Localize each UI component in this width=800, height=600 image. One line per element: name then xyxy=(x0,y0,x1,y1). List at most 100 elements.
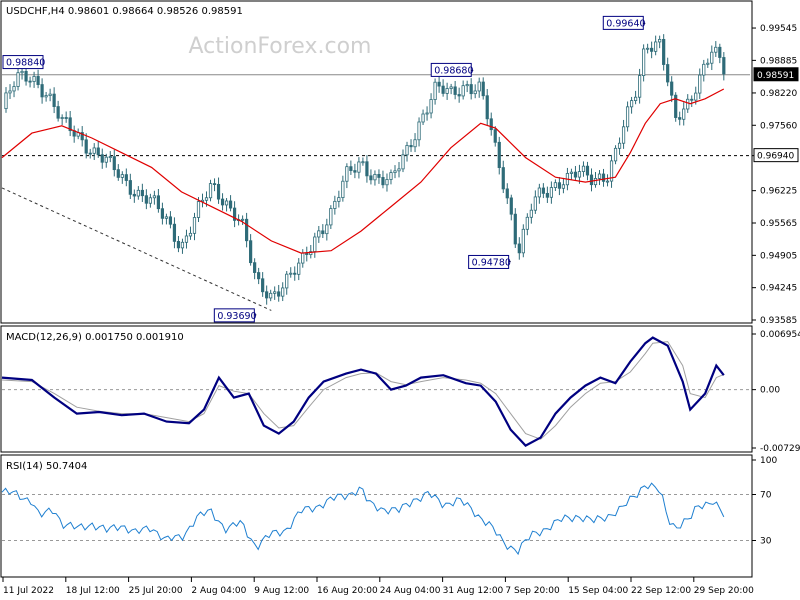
candle-body xyxy=(621,126,626,144)
candle-body xyxy=(325,224,329,235)
candle-body xyxy=(88,152,92,155)
macd-title: MACD(12,26,9) 0.001750 0.001910 xyxy=(6,332,184,343)
annotation-label: 0.98680 xyxy=(434,65,473,76)
candle-body xyxy=(706,62,710,65)
macd-panel-frame xyxy=(0,325,753,453)
candle-body xyxy=(24,70,28,82)
x-tick-label: 24 Aug 04:00 xyxy=(380,586,441,596)
rsi-line xyxy=(1,482,725,556)
candle-body xyxy=(377,173,381,178)
candle-body xyxy=(333,200,337,209)
candle-body xyxy=(329,208,333,226)
candle-body xyxy=(208,183,213,199)
candle-body xyxy=(537,187,541,198)
candle-body xyxy=(521,228,525,254)
price-levels: 0.98591 0.96940 xyxy=(2,67,799,163)
candle-body xyxy=(397,168,401,172)
candle-body xyxy=(593,178,598,186)
candle-body xyxy=(253,262,257,273)
moving-average xyxy=(1,88,725,254)
candle-body xyxy=(297,262,301,275)
x-tick-label: 9 Aug 12:00 xyxy=(254,586,309,596)
candle-body xyxy=(140,189,144,197)
candle-body xyxy=(112,156,116,171)
candle-body xyxy=(168,216,173,225)
candle-body xyxy=(108,156,112,159)
candle-body xyxy=(341,180,345,198)
candle-body xyxy=(525,216,529,230)
candle-body xyxy=(80,132,84,141)
candle-body xyxy=(184,235,189,243)
candle-body xyxy=(437,81,441,87)
candle-body xyxy=(180,241,185,249)
candle-body xyxy=(617,142,622,149)
x-tick-label: 22 Sep 12:00 xyxy=(631,586,691,596)
watermark: ActionForex.com xyxy=(189,34,372,59)
candle-body xyxy=(569,171,574,174)
candle-body xyxy=(257,272,261,280)
candle-body xyxy=(541,187,545,194)
candle-body xyxy=(714,46,718,53)
candle-body xyxy=(232,207,237,221)
price-tick-label: 0.93585 xyxy=(760,316,797,326)
candle-body xyxy=(148,197,152,204)
candle-body xyxy=(650,47,654,52)
candle-body xyxy=(32,76,36,82)
annotation-box xyxy=(213,308,255,323)
rsi-panel-frame xyxy=(0,454,753,578)
candle-body xyxy=(670,81,674,96)
candle-body xyxy=(718,46,722,58)
candle-body xyxy=(152,195,156,199)
candle-body xyxy=(84,139,88,154)
candle-body xyxy=(265,291,269,299)
candle-body xyxy=(662,38,666,65)
candle-body xyxy=(12,86,16,92)
candle-body xyxy=(385,179,389,186)
candle-body xyxy=(457,94,461,97)
candle-body xyxy=(241,218,245,221)
candle-body xyxy=(321,230,325,235)
candle-body xyxy=(369,175,373,181)
candle-body xyxy=(601,173,606,182)
level-box xyxy=(753,148,799,163)
candle-body xyxy=(642,48,646,76)
trendline-segment xyxy=(1,187,272,311)
annotation-label: 0.98840 xyxy=(6,58,45,69)
x-tick-label: 11 Jul 2022 xyxy=(3,586,54,596)
candle-body xyxy=(485,95,489,120)
candle-body xyxy=(413,139,417,148)
candle-body xyxy=(513,213,517,245)
rsi-tick-label: 30 xyxy=(760,537,772,547)
annotation-box xyxy=(602,15,644,30)
candle-body xyxy=(597,173,602,179)
level-box xyxy=(753,67,799,82)
candle-body xyxy=(44,95,48,98)
candle-body xyxy=(317,230,321,238)
candle-body xyxy=(445,88,449,94)
candle-body xyxy=(441,85,445,94)
price-tick-label: 0.99545 xyxy=(760,24,797,34)
candle-body xyxy=(269,292,273,299)
candle-body xyxy=(373,173,377,181)
candle-body xyxy=(48,93,52,96)
candle-body xyxy=(301,252,305,264)
candle-body xyxy=(678,117,682,120)
candle-body xyxy=(309,251,313,256)
candle-body xyxy=(68,117,72,132)
candle-body xyxy=(469,84,473,95)
candle-body xyxy=(353,170,357,173)
annotation-label: 0.94780 xyxy=(472,257,511,268)
price-tick-label: 0.98220 xyxy=(760,89,797,99)
candle-body xyxy=(365,161,369,177)
candle-body xyxy=(261,278,265,293)
candle-body xyxy=(465,84,469,87)
candle-body xyxy=(421,113,425,123)
x-tick-label: 15 Sep 04:00 xyxy=(568,586,628,596)
rsi-title: RSI(14) 50.7404 xyxy=(6,461,87,472)
candle-body xyxy=(92,147,96,154)
annotation-label: 0.93690 xyxy=(217,311,256,322)
candle-body xyxy=(638,75,642,98)
candle-body xyxy=(529,209,533,218)
price-panel-frame xyxy=(0,0,753,324)
